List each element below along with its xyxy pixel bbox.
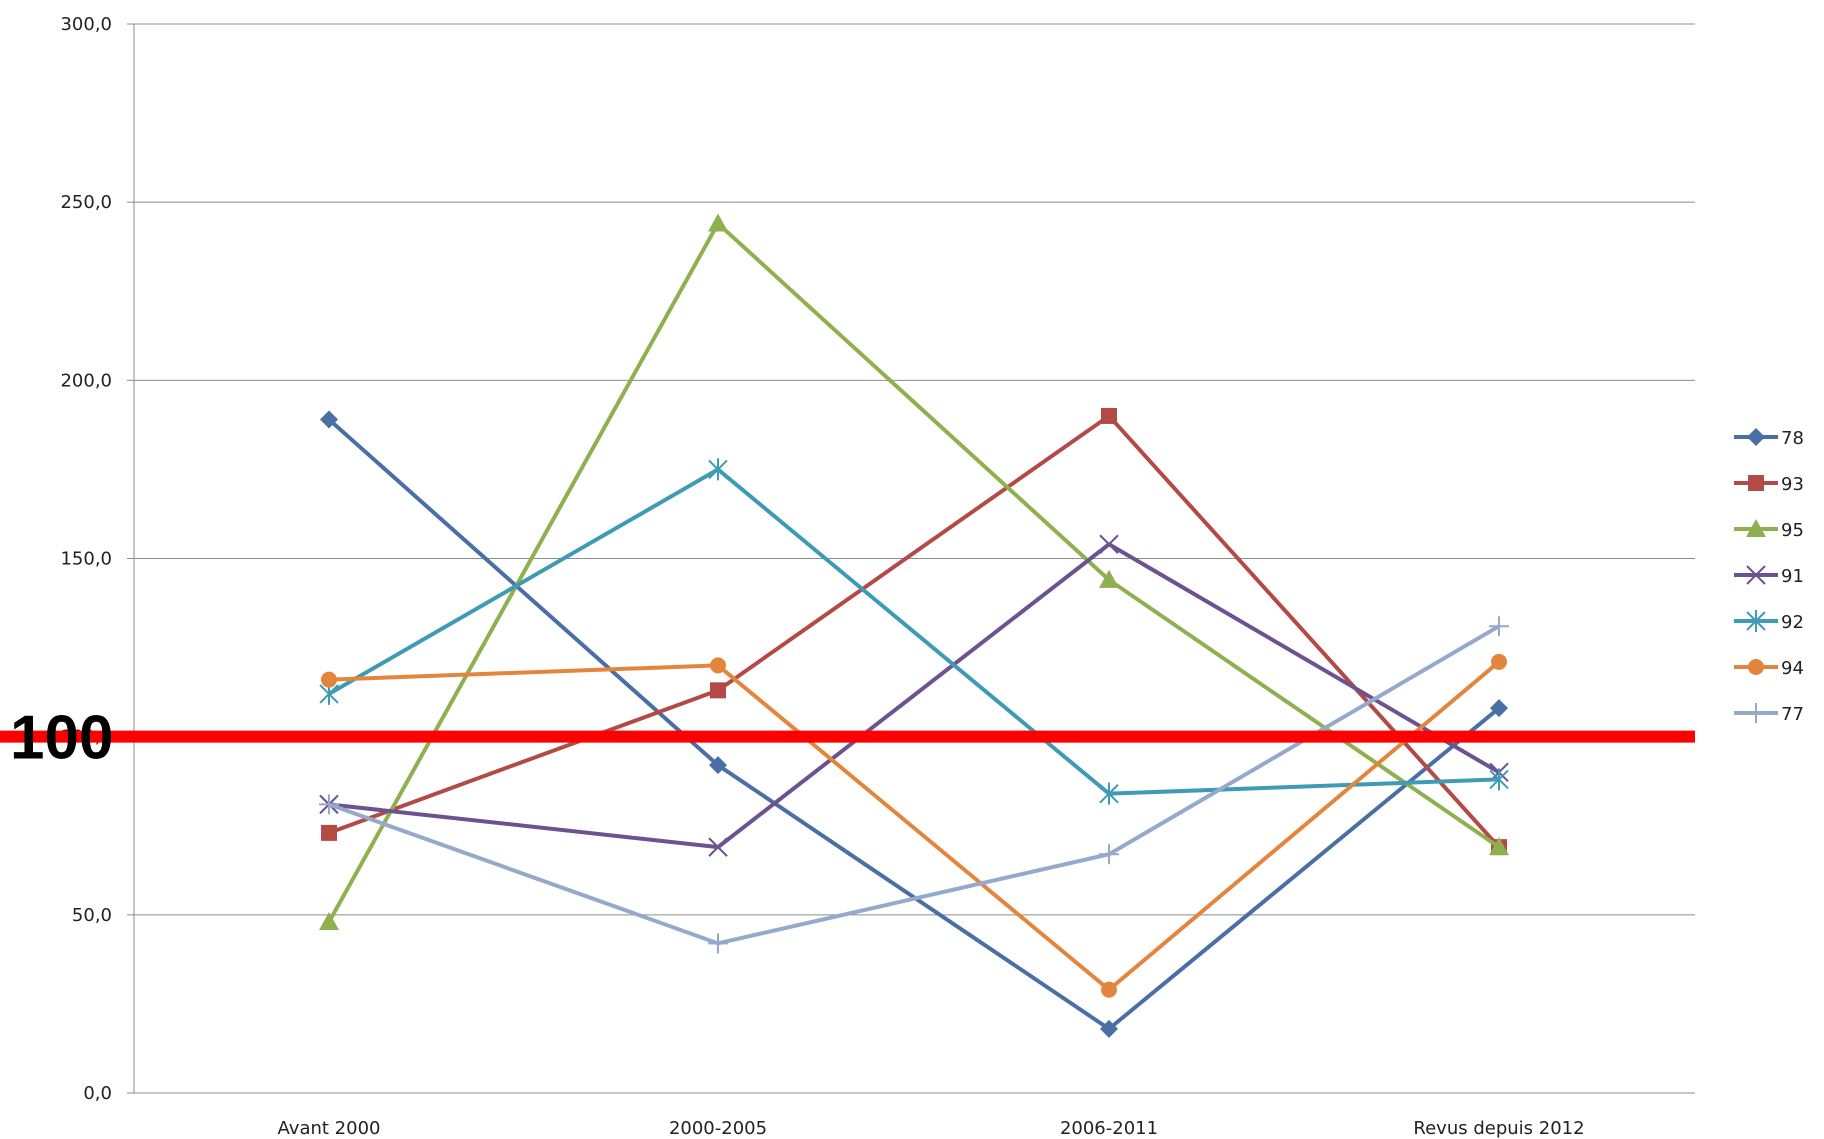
diamond-marker xyxy=(1747,428,1765,446)
y-tick-label: 300,0 xyxy=(60,14,112,35)
legend-item-94: 94 xyxy=(1734,658,1804,679)
y-tick-label: 0,0 xyxy=(83,1083,112,1104)
legend: 78 93 95 91 92 94 77 xyxy=(1734,428,1804,725)
triangle-marker xyxy=(319,911,339,930)
reference-line-label: 100 xyxy=(10,704,113,773)
legend-item-77: 77 xyxy=(1734,703,1804,725)
legend-label: 91 xyxy=(1781,566,1804,587)
series-95 xyxy=(319,213,1509,930)
legend-label: 78 xyxy=(1781,428,1804,449)
circle-marker xyxy=(1101,981,1117,998)
x-category-label: Revus depuis 2012 xyxy=(1413,1118,1584,1139)
plus-marker xyxy=(1099,844,1119,865)
star-marker xyxy=(1746,610,1766,632)
legend-label: 93 xyxy=(1781,474,1804,495)
series-line-94 xyxy=(328,660,1501,992)
x-category-label: 2006-2011 xyxy=(1060,1118,1158,1139)
x-marker xyxy=(708,837,728,857)
square-marker xyxy=(321,824,337,841)
x-marker xyxy=(1746,565,1766,585)
legend-item-78: 78 xyxy=(1734,428,1804,449)
legend-label: 94 xyxy=(1781,658,1804,679)
series-line-95 xyxy=(327,221,1501,923)
legend-item-95: 95 xyxy=(1734,519,1804,541)
triangle-marker xyxy=(1746,519,1766,537)
y-tick-label: 150,0 xyxy=(60,549,112,570)
triangle-marker xyxy=(708,213,728,232)
series-line-78 xyxy=(327,418,1501,1031)
legend-item-91: 91 xyxy=(1734,565,1804,587)
circle-marker xyxy=(710,657,726,674)
plus-marker xyxy=(1489,616,1509,637)
series-94 xyxy=(321,653,1507,998)
diamond-marker xyxy=(320,410,338,429)
star-marker xyxy=(1489,768,1509,791)
series-lines xyxy=(319,213,1509,1038)
reference-line-group: 100 xyxy=(0,704,1695,773)
diamond-marker xyxy=(1490,699,1508,718)
plus-marker xyxy=(1746,703,1766,723)
legend-label: 92 xyxy=(1781,612,1804,633)
series-line-93 xyxy=(328,413,1501,849)
series-91 xyxy=(319,534,1509,857)
legend-label: 95 xyxy=(1781,520,1804,541)
x-category-label: Avant 2000 xyxy=(278,1118,381,1139)
plus-marker xyxy=(708,933,728,954)
x-axis-category-labels: Avant 2000 2000-2005 2006-2011 Revus depuis… xyxy=(278,1118,1585,1139)
triangle-marker xyxy=(1099,569,1119,588)
circle-marker xyxy=(321,671,337,688)
legend-label: 77 xyxy=(1781,704,1804,725)
series-92 xyxy=(319,458,1509,805)
star-marker xyxy=(708,458,728,481)
triangle-marker xyxy=(1489,837,1509,856)
y-tick-label: 200,0 xyxy=(60,370,112,391)
star-marker xyxy=(1099,782,1119,805)
x-marker xyxy=(1099,534,1119,554)
diamond-marker xyxy=(709,756,727,775)
square-marker xyxy=(1748,475,1764,491)
circle-marker xyxy=(1748,659,1764,675)
gridlines xyxy=(127,23,1695,1094)
legend-item-93: 93 xyxy=(1734,474,1804,495)
y-tick-label: 50,0 xyxy=(72,905,112,926)
square-marker xyxy=(1101,407,1117,424)
series-line-92 xyxy=(328,467,1500,796)
legend-item-92: 92 xyxy=(1734,610,1804,633)
y-tick-label: 250,0 xyxy=(60,192,112,213)
diamond-marker xyxy=(1100,1019,1118,1038)
x-category-label: 2000-2005 xyxy=(669,1118,767,1139)
plus-marker xyxy=(319,794,339,815)
circle-marker xyxy=(1491,653,1507,670)
series-line-91 xyxy=(328,542,1501,850)
square-marker xyxy=(710,682,726,699)
